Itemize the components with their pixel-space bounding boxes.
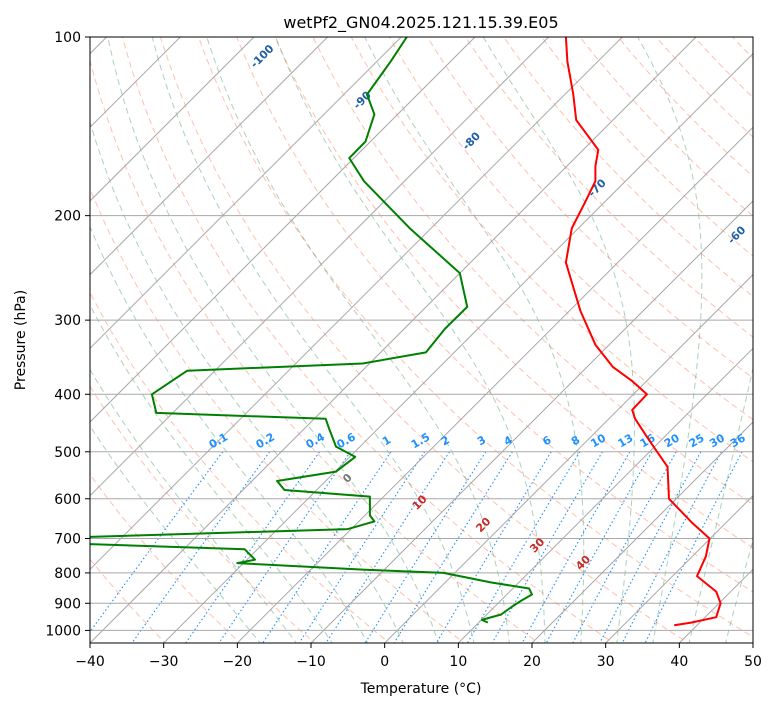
- dry-adiabat: [236, 37, 753, 593]
- y-axis-ticks: 100 200 300 400 500 600 700 800 900 1000: [45, 30, 90, 639]
- isotherm: [90, 37, 403, 350]
- x-axis-label: Temperature (°C): [360, 681, 482, 697]
- y-tick-label: 100: [54, 30, 81, 46]
- x-tick-label: −10: [296, 654, 326, 670]
- temperature-line: [564, 37, 722, 627]
- x-tick-label: −30: [149, 654, 179, 670]
- isotherm: [531, 421, 753, 643]
- dewpoint-line: [90, 37, 533, 624]
- moist-adiabat: [90, 120, 404, 643]
- x-tick-label: −20: [223, 654, 253, 670]
- isotherm: [604, 494, 753, 643]
- mixing-ratio-line: [131, 451, 271, 643]
- plot-area: -100-90-80-70-60-50-40-30-20-10010203040…: [90, 37, 753, 643]
- mixing-ratio-line: [393, 451, 513, 643]
- y-tick-label: 400: [54, 387, 81, 403]
- isotherm: [236, 126, 753, 643]
- mixing-ratio-line: [298, 451, 426, 643]
- isotherm: [383, 273, 753, 643]
- x-tick-label: 40: [670, 654, 688, 670]
- x-tick-label: 30: [597, 654, 615, 670]
- y-tick-label: 500: [54, 445, 81, 461]
- y-tick-label: 700: [54, 532, 81, 548]
- x-tick-label: 20: [523, 654, 541, 670]
- isotherm: [310, 200, 753, 643]
- x-tick-label: 10: [449, 654, 467, 670]
- y-tick-label: 1000: [45, 623, 81, 639]
- mixing-ratio-lines: [90, 451, 743, 643]
- isotherm: [90, 37, 476, 423]
- mixing-ratio-line: [599, 451, 702, 643]
- isotherm: [90, 37, 550, 497]
- isotherm: [457, 347, 753, 643]
- dry-adiabat: [159, 37, 690, 643]
- isotherm: [90, 37, 329, 276]
- chart-title: wetPf2_GN04.2025.121.15.39.E05: [283, 13, 558, 33]
- dry-adiabat: [312, 37, 753, 506]
- x-axis-ticks: −40 −30 −20 −10 0 10 20 30 40 50: [75, 643, 762, 670]
- isotherm: [90, 37, 624, 571]
- dry-adiabat: [426, 37, 753, 379]
- isotherm: [90, 37, 255, 202]
- y-tick-label: 600: [54, 492, 81, 508]
- profiles: [90, 37, 722, 627]
- mixing-ratio-line: [572, 451, 677, 643]
- x-tick-label: −40: [75, 654, 105, 670]
- y-tick-label: 900: [54, 596, 81, 612]
- dry-adiabat: [388, 37, 753, 421]
- isotherm: [162, 52, 753, 643]
- moist-adiabat: [90, 225, 369, 643]
- dry-adiabat: [464, 37, 753, 338]
- y-tick-label: 800: [54, 566, 81, 582]
- dry-adiabat: [274, 37, 753, 549]
- x-tick-label: 50: [744, 654, 762, 670]
- dry-adiabat: [350, 37, 753, 463]
- y-tick-label: 200: [54, 209, 81, 225]
- isotherm: [90, 37, 182, 129]
- mixing-ratio-line: [185, 451, 321, 643]
- plot-frame: [89, 36, 754, 644]
- x-tick-label: 0: [380, 654, 389, 670]
- mixing-ratio-line: [325, 451, 451, 643]
- isotherms: [90, 37, 753, 643]
- dry-adiabat: [503, 37, 753, 297]
- y-axis-label: Pressure (hPa): [13, 290, 29, 390]
- y-tick-label: 300: [54, 313, 81, 329]
